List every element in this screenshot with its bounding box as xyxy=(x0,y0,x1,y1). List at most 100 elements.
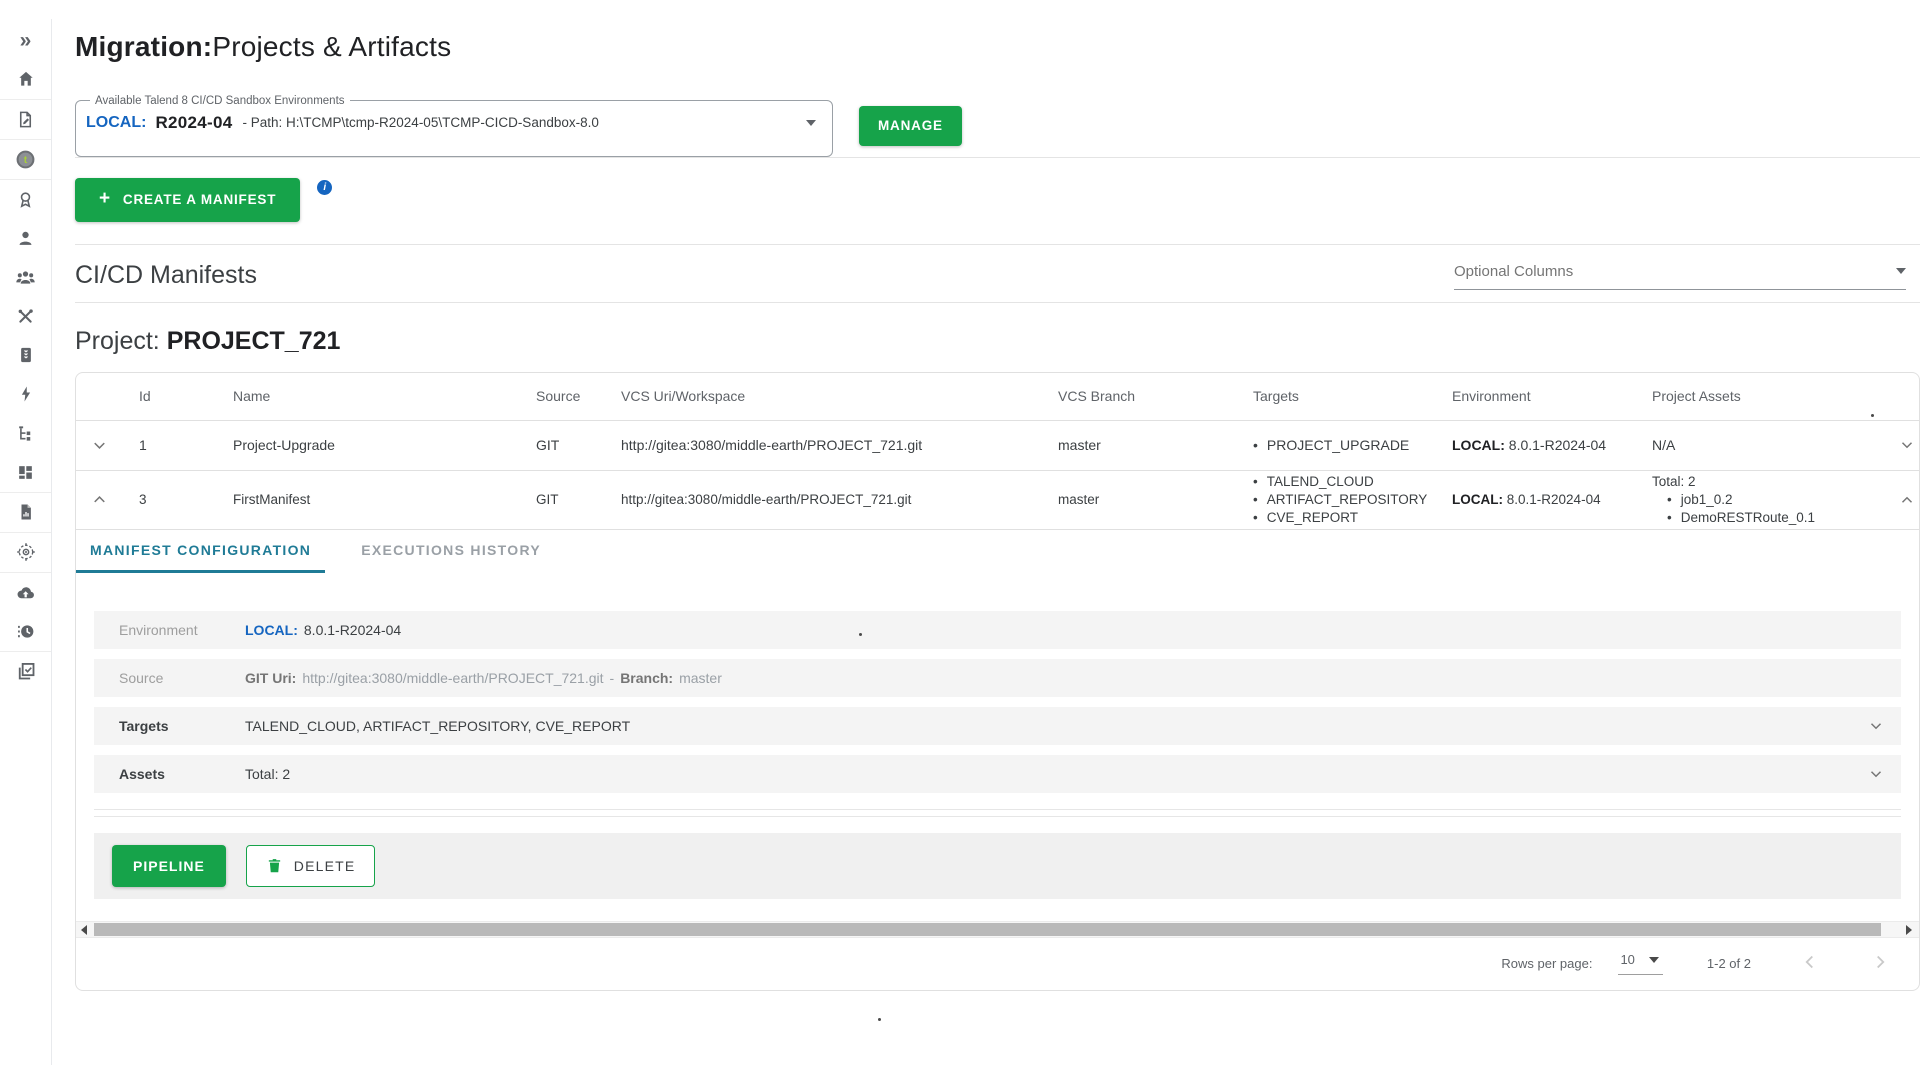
detail-row-targets[interactable]: Targets TALEND_CLOUD, ARTIFACT_REPOSITOR… xyxy=(94,706,1901,745)
environment-version: 8.0.1-R2024-04 xyxy=(1506,492,1601,508)
sidebar-item-dashboard[interactable] xyxy=(0,453,51,492)
triangle-right-icon xyxy=(1906,924,1912,935)
sidebar-item-target[interactable] xyxy=(0,533,51,572)
sidebar-item-user[interactable] xyxy=(0,219,51,258)
cell-id: 3 xyxy=(139,492,147,508)
branch-value: master xyxy=(679,669,722,686)
info-icon[interactable]: i xyxy=(317,179,333,195)
expand-row-button[interactable] xyxy=(76,436,122,455)
sidebar-item-tools[interactable] xyxy=(0,297,51,336)
manifests-header-row: CI/CD Manifests Optional Columns xyxy=(75,245,1920,302)
file-chart-icon xyxy=(21,504,31,520)
cell-environment: LOCAL: 8.0.1-R2024-04 xyxy=(1435,437,1635,453)
asset-item: job1_0.2 xyxy=(1667,491,1881,509)
pipeline-button[interactable]: PIPELINE xyxy=(112,844,226,887)
next-page-button[interactable] xyxy=(1869,951,1891,976)
sidebar-item-flash[interactable] xyxy=(0,375,51,414)
user-icon xyxy=(19,231,32,245)
sidebar-divider xyxy=(0,650,51,652)
sidebar-item-cloud[interactable] xyxy=(0,573,51,612)
manifest-actions-band: PIPELINE DELETE xyxy=(94,832,1901,899)
cell-source: GIT xyxy=(536,437,560,454)
rows-per-page-select[interactable]: 10 xyxy=(1618,952,1663,976)
environment-select[interactable]: Available Talend 8 CI/CD Sandbox Environ… xyxy=(75,94,833,157)
sidebar-divider xyxy=(0,178,51,180)
detail-label: Assets xyxy=(119,765,165,782)
detail-row-assets[interactable]: Assets Total: 2 xyxy=(94,754,1901,793)
tab-manifest-configuration[interactable]: MANIFEST CONFIGURATION xyxy=(76,530,326,573)
tab-executions-history[interactable]: EXECUTIONS HISTORY xyxy=(361,541,541,558)
col-id: Id xyxy=(139,388,151,405)
col-project-assets: Project Assets xyxy=(1652,388,1741,405)
users-group-icon xyxy=(16,271,35,284)
chevron-left-icon xyxy=(1805,956,1813,969)
detail-row-environment: Environment LOCAL: 8.0.1-R2024-04 xyxy=(94,610,1901,649)
target-item: ARTIFACT_REPOSITORY xyxy=(1253,491,1435,509)
triangle-left-icon xyxy=(81,924,87,935)
divider xyxy=(75,301,1920,303)
divider xyxy=(75,243,1920,245)
cell-project-assets: Total: 2 job1_0.2 DemoRESTRoute_0.1 xyxy=(1635,473,1881,527)
sidebar-item-contracts[interactable] xyxy=(0,100,51,139)
row-assets-collapser[interactable] xyxy=(1881,491,1919,509)
sidebar-item-talend[interactable]: t xyxy=(0,140,51,179)
detail-label: Source xyxy=(119,669,164,686)
table-row[interactable]: 1 Project-Upgrade GIT http://gitea:3080/… xyxy=(76,421,1919,471)
previous-page-button[interactable] xyxy=(1799,951,1821,976)
cell-targets: TALEND_CLOUD ARTIFACT_REPOSITORY CVE_REP… xyxy=(1236,473,1435,527)
divider xyxy=(75,156,1920,158)
detail-label: Targets xyxy=(119,717,169,734)
branch-label: Branch: xyxy=(620,669,674,686)
sidebar-item-archive[interactable] xyxy=(0,336,51,375)
delete-button[interactable]: DELETE xyxy=(245,844,376,887)
environment-scope: LOCAL: xyxy=(245,621,298,638)
home-icon xyxy=(18,72,33,86)
create-manifest-button[interactable]: + CREATE A MANIFEST xyxy=(75,177,301,222)
environment-select-value[interactable]: LOCAL: R2024-04 - Path: H:\TCMP\tcmp-R20… xyxy=(86,113,816,133)
sidebar-item-license[interactable] xyxy=(0,180,51,219)
rows-per-page-value: 10 xyxy=(1620,952,1635,968)
detail-row-source: Source GIT Uri: http://gitea:3080/middle-… xyxy=(94,658,1901,697)
cell-environment: LOCAL: 8.0.1-R2024-04 xyxy=(1435,492,1635,507)
artifact-dot xyxy=(1871,413,1874,417)
sidebar-item-expand[interactable]: » xyxy=(0,21,51,60)
environment-scope: LOCAL: xyxy=(86,113,147,131)
collapse-row-button[interactable] xyxy=(76,490,122,509)
table-row[interactable]: 3 FirstManifest GIT http://gitea:3080/mi… xyxy=(76,471,1919,530)
environment-version: 8.0.1-R2024-04 xyxy=(1508,437,1607,454)
sidebar-item-reports[interactable] xyxy=(0,493,51,532)
pagination-bar: Rows per page: 10 1-2 of 2 xyxy=(76,938,1919,990)
artifact-dot xyxy=(878,1017,881,1021)
sidebar-item-tasks[interactable] xyxy=(0,652,51,691)
horizontal-scrollbar[interactable] xyxy=(76,920,1919,938)
contract-edit-icon xyxy=(19,111,32,128)
svg-text:t: t xyxy=(24,154,28,166)
cell-name: Project-Upgrade xyxy=(233,437,335,454)
tools-icon xyxy=(18,309,33,323)
sidebar-item-users[interactable] xyxy=(0,258,51,297)
environment-scope: LOCAL: xyxy=(1452,437,1505,454)
cell-id: 1 xyxy=(139,437,147,454)
sidebar-item-hierarchy[interactable] xyxy=(0,414,51,453)
expand-targets-button[interactable] xyxy=(1867,717,1885,738)
sidebar-item-home[interactable] xyxy=(0,60,51,99)
scroll-right-arrow[interactable] xyxy=(1903,924,1915,936)
scroll-left-arrow[interactable] xyxy=(78,924,90,936)
environment-scope: LOCAL: xyxy=(1452,492,1503,508)
sidebar-item-history[interactable] xyxy=(0,612,51,651)
manifest-configuration-panel: Environment LOCAL: 8.0.1-R2024-04 Source … xyxy=(94,610,1901,793)
row-assets-expander[interactable] xyxy=(1881,436,1919,454)
target-settings-icon xyxy=(16,543,35,561)
scrollbar-thumb[interactable] xyxy=(94,922,1881,936)
cell-vcs-branch: master xyxy=(1058,492,1100,508)
page-title: Migration:Projects & Artifacts xyxy=(75,19,1920,63)
target-item: TALEND_CLOUD xyxy=(1253,473,1435,491)
optional-columns-select[interactable]: Optional Columns xyxy=(1454,263,1906,290)
detail-assets-value: Total: 2 xyxy=(245,765,291,782)
expand-assets-button[interactable] xyxy=(1867,765,1885,786)
environment-version: 8.0.1-R2024-04 xyxy=(303,621,402,638)
optional-columns-label: Optional Columns xyxy=(1454,262,1574,280)
environment-version: R2024-04 xyxy=(155,112,233,132)
sidebar-divider xyxy=(0,491,51,493)
manage-button[interactable]: MANAGE xyxy=(859,105,962,146)
